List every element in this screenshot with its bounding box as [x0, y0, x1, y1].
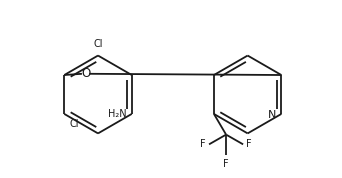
Text: Cl: Cl — [93, 39, 103, 49]
Text: H₂N: H₂N — [108, 109, 126, 119]
Text: F: F — [200, 139, 206, 149]
Text: F: F — [223, 159, 229, 169]
Text: N: N — [268, 110, 276, 120]
Text: F: F — [246, 139, 252, 149]
Text: Cl: Cl — [70, 119, 79, 129]
Text: O: O — [81, 67, 90, 80]
